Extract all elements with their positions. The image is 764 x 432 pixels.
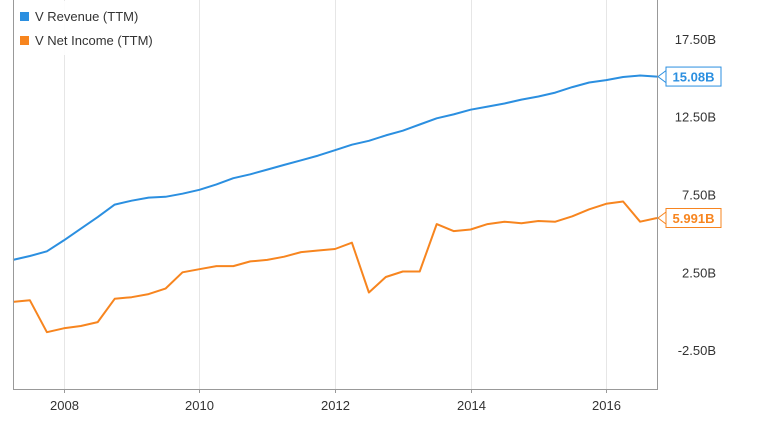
y-tick-label: 2.50B xyxy=(682,265,716,280)
grid-lines xyxy=(64,0,607,389)
legend-swatch-revenue xyxy=(20,12,29,21)
legend-swatch-net-income xyxy=(20,36,29,45)
y-axis-ticks: 17.50B 12.50B 7.50B 2.50B -2.50B xyxy=(675,32,716,358)
series-line-1 xyxy=(12,200,658,334)
end-value-labels: 15.08B 5.991B xyxy=(657,66,722,228)
end-label-box xyxy=(665,66,722,87)
x-tick-label: 2010 xyxy=(185,398,214,413)
x-axis-ticks: 2008 2010 2012 2014 2016 xyxy=(50,389,621,413)
series-lines xyxy=(12,74,658,334)
end-label-box xyxy=(665,207,722,228)
x-tick-label: 2016 xyxy=(592,398,621,413)
legend-background xyxy=(14,1,192,55)
x-tick-label: 2014 xyxy=(457,398,486,413)
series-line-0 xyxy=(12,74,658,261)
y-tick-label: 17.50B xyxy=(675,32,716,47)
legend-label-net-income: V Net Income (TTM) xyxy=(35,33,153,48)
legend-label-revenue: V Revenue (TTM) xyxy=(35,9,138,24)
end-label-value: 15.08B xyxy=(673,70,715,85)
end-label-value: 5.991B xyxy=(673,211,715,226)
x-tick-label: 2012 xyxy=(321,398,350,413)
legend: V Revenue (TTM) V Net Income (TTM) xyxy=(14,1,192,55)
x-tick-label: 2008 xyxy=(50,398,79,413)
y-tick-label: -2.50B xyxy=(678,343,716,358)
y-tick-label: 7.50B xyxy=(682,188,716,203)
y-tick-label: 12.50B xyxy=(675,110,716,125)
